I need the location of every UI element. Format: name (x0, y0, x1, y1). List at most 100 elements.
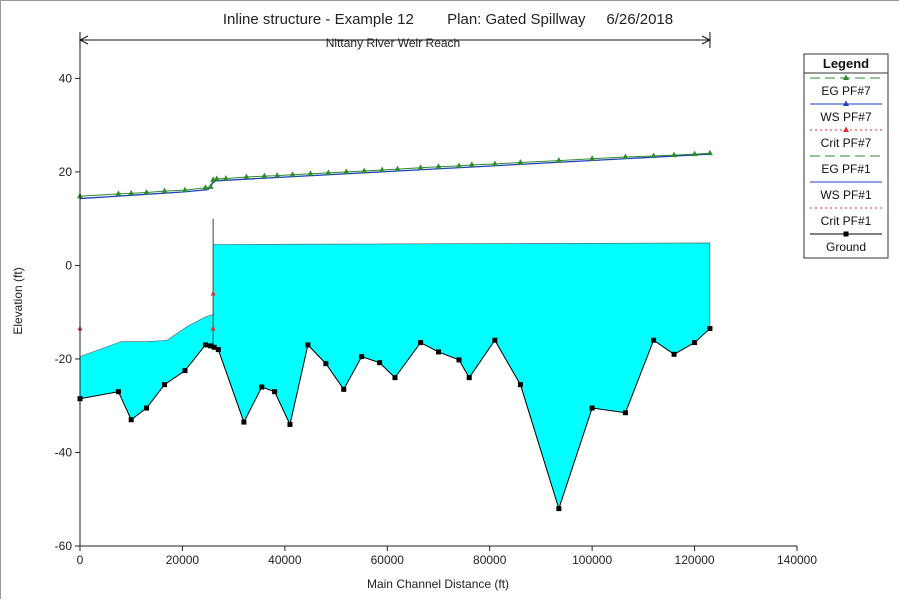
ground-point (241, 419, 247, 425)
x-tick-label: 100000 (572, 553, 612, 567)
y-tick-label: 0 (65, 258, 72, 272)
legend-label: Ground (826, 240, 866, 254)
eg-pf7-point (455, 162, 462, 168)
ground-point (162, 382, 168, 388)
ws-pf7-line (79, 153, 710, 200)
y-tick-label: 40 (59, 71, 73, 85)
axes: 0 20000 40000 60000 80000 100000 120000 140000 -… (55, 45, 817, 567)
eg-pf7-point (361, 167, 368, 173)
ground-point (323, 361, 329, 367)
legend-label: EG PF#1 (821, 162, 871, 176)
eg-pf7-point (671, 151, 678, 158)
reach-label: Nittany River Weir Reach (326, 36, 460, 50)
eg-pf7-point (706, 149, 713, 156)
legend-marker (843, 126, 849, 132)
legend-marker (843, 231, 849, 237)
x-tick-label: 140000 (777, 553, 817, 567)
eg-pf7-point (691, 150, 698, 157)
legend-label: WS PF#7 (820, 110, 872, 124)
ground-point (215, 347, 221, 353)
ground-point (651, 337, 657, 343)
eg-pf7-point (143, 188, 150, 195)
legend-marker (843, 100, 849, 106)
ground-point (272, 389, 278, 395)
ground-point (287, 421, 293, 427)
eg-pf7-point (222, 174, 229, 181)
legend-label: Crit PF#7 (821, 136, 872, 150)
ground-point (377, 360, 383, 366)
eg-pf7-point (307, 170, 314, 176)
legend-title: Legend (823, 56, 869, 71)
eg-pf7-point (243, 173, 250, 180)
ground-point (211, 344, 217, 350)
ground-point (492, 337, 498, 343)
ground-point (115, 389, 121, 395)
x-tick-label: 120000 (675, 553, 715, 567)
crit-pf7-point (210, 325, 216, 331)
eg-pf7-point (261, 172, 268, 179)
x-tick-label: 20000 (166, 553, 200, 567)
ground-point (208, 343, 214, 349)
eg-pf7-point (213, 175, 220, 181)
legend-label: EG PF#7 (821, 84, 871, 98)
x-tick-label: 60000 (371, 553, 405, 567)
ground-point (456, 357, 462, 363)
eg-pf7-point (207, 183, 214, 189)
ground-point (182, 368, 188, 374)
eg-pf7-point (435, 163, 442, 169)
x-tick-label: 40000 (268, 553, 302, 567)
ground-point (144, 405, 150, 411)
eg-pf7-point (468, 161, 475, 167)
eg-pf7-point (343, 168, 350, 174)
ground-point (392, 375, 398, 381)
ground-point (671, 351, 677, 357)
ground-point (341, 386, 347, 392)
ground-point (622, 410, 628, 416)
legend: Legend EG PF#7 WS PF#7 Crit PF#7 EG PF#1 WS … (803, 53, 889, 259)
crit-pf7-point (210, 290, 216, 296)
eg-pf7-point (394, 165, 401, 172)
ground-point (259, 384, 265, 390)
eg-pf7-point (181, 186, 188, 193)
eg-pf7-point (417, 164, 424, 170)
eg-pf7-point (128, 189, 135, 196)
ground-point (589, 405, 595, 411)
ground-point (418, 340, 424, 346)
x-axis-label: Main Channel Distance (ft) (367, 577, 509, 591)
plot-area (77, 149, 713, 512)
eg-pf7-point (555, 157, 562, 163)
ground-point (707, 326, 713, 332)
y-axis-label: Elevation (ft) (11, 267, 25, 334)
eg-pf7-point (115, 190, 122, 196)
x-tick-label: 80000 (473, 553, 507, 567)
eg-pf7-point (161, 187, 168, 194)
eg-pf7-point (379, 166, 386, 173)
ground-point (436, 349, 441, 355)
y-tick-label: 20 (59, 165, 73, 179)
eg-pf7-line (79, 152, 710, 197)
ground-point (517, 382, 523, 388)
ground-point (466, 375, 472, 381)
legend-label: Crit PF#1 (821, 214, 872, 228)
eg-pf7-point (650, 152, 657, 159)
eg-pf7-point (274, 172, 281, 178)
ground-point (305, 342, 311, 348)
x-tick-label: 0 (77, 553, 84, 567)
chart-title: Inline structure - Example 12 Plan: Gate… (223, 11, 673, 28)
legend-marker (843, 74, 849, 80)
ground-point (128, 417, 134, 423)
eg-pf7-point (622, 153, 629, 159)
ground-point (556, 506, 562, 512)
ground-point (359, 354, 365, 360)
eg-pf7-point (325, 169, 332, 175)
eg-pf7-point (289, 171, 296, 177)
ground-point (202, 342, 208, 348)
y-tick-label: -20 (55, 352, 73, 366)
eg-pf7-point (517, 159, 524, 165)
y-tick-label: -40 (55, 445, 73, 459)
ground-point (692, 340, 698, 346)
eg-pf7-point (589, 155, 596, 161)
eg-pf7-point (491, 160, 498, 166)
eg-pf7-point (202, 184, 209, 190)
